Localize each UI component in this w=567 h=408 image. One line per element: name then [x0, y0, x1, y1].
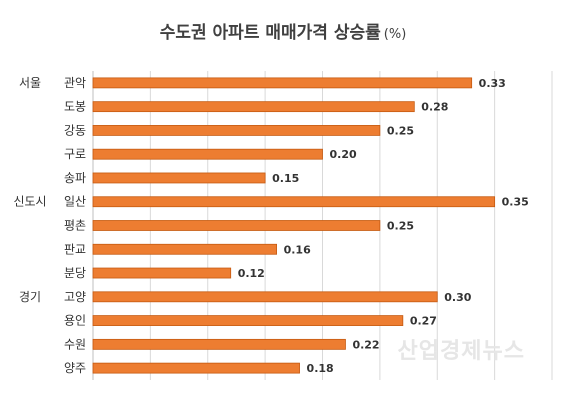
value-label: 0.28 — [421, 101, 448, 114]
bar — [92, 125, 381, 136]
group-label: 신도시 — [13, 195, 46, 209]
bars — [92, 77, 496, 374]
value-label: 0.20 — [330, 148, 357, 161]
bar — [92, 148, 323, 160]
bar — [92, 101, 415, 113]
category-label: 도봉 — [64, 100, 86, 114]
bar — [92, 196, 496, 208]
group-label: 경기 — [19, 290, 41, 304]
labels: 관악 0.33 도봉 0.28 강동 0.25 구로 0.20 송파 0.15 일산 0.35 평촌 0.… — [13, 76, 528, 375]
category-label: 강동 — [64, 123, 86, 137]
bar — [92, 77, 473, 89]
category-label: 판교 — [64, 242, 86, 256]
value-label: 0.15 — [272, 172, 299, 185]
value-label: 0.27 — [410, 315, 437, 328]
chart-title-main: 수도권 아파트 매매가격 상승률 — [160, 23, 381, 43]
value-label: 0.16 — [284, 243, 311, 256]
bar — [92, 338, 346, 350]
chart-title-unit: (%) — [384, 27, 407, 42]
group-label: 서울 — [19, 76, 41, 90]
bar — [92, 315, 404, 326]
bar — [92, 291, 438, 303]
bar — [92, 267, 232, 279]
chart-title: 수도권 아파트 매매가격 상승률 (%) — [160, 23, 407, 43]
category-label: 고양 — [64, 290, 86, 304]
bar — [92, 220, 381, 231]
value-label: 0.22 — [352, 338, 379, 351]
watermark-text: 산업경제뉴스 — [398, 339, 525, 364]
bar — [92, 243, 278, 255]
value-label: 0.12 — [238, 267, 265, 280]
bar — [92, 362, 300, 374]
value-label: 0.25 — [387, 220, 414, 233]
value-label: 0.30 — [444, 291, 471, 304]
category-label: 분당 — [64, 266, 86, 280]
value-label: 0.25 — [387, 124, 414, 137]
value-label: 0.18 — [307, 362, 334, 375]
category-label: 용인 — [64, 314, 86, 328]
category-label: 수원 — [64, 337, 86, 351]
category-label: 관악 — [64, 76, 86, 90]
bar — [92, 172, 266, 184]
category-label: 평촌 — [64, 219, 86, 233]
value-label: 0.35 — [502, 196, 529, 209]
category-label: 양주 — [64, 361, 86, 375]
category-label: 일산 — [64, 195, 86, 209]
category-label: 송파 — [64, 171, 86, 185]
value-label: 0.33 — [479, 77, 506, 90]
category-label: 구로 — [64, 147, 86, 161]
